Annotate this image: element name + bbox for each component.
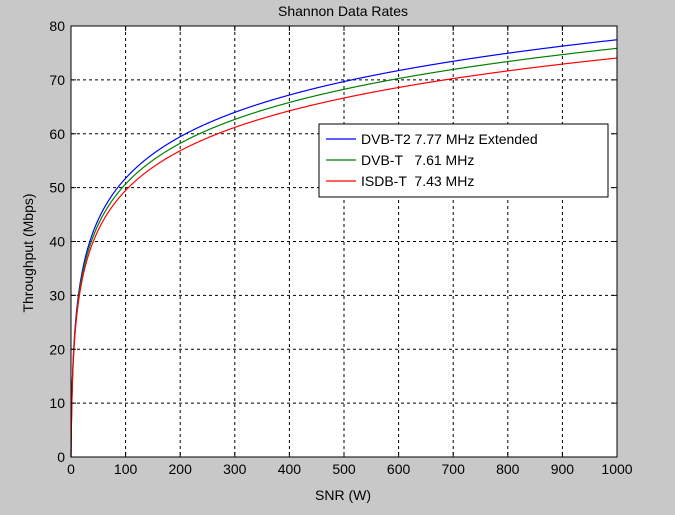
y-axis-label: Throughput (Mbps) (20, 193, 36, 312)
tick-marks (70, 25, 618, 458)
series-layer (70, 39, 618, 457)
x-tick-label: 0 (67, 461, 75, 477)
y-tick-label: 30 (49, 287, 65, 303)
legend-label-1: DVB-T2 7.77 MHz Extended (361, 131, 538, 147)
x-axis-label: SNR (W) (315, 487, 371, 503)
y-tick-label: 60 (49, 126, 65, 142)
y-tick-label: 40 (49, 234, 65, 250)
y-tick-label: 0 (57, 449, 65, 465)
x-tick-label: 300 (223, 461, 247, 477)
x-tick-label: 800 (496, 461, 520, 477)
x-tick-label: 500 (332, 461, 356, 477)
y-tick-label: 50 (49, 180, 65, 196)
x-tick-label: 900 (551, 461, 575, 477)
x-tick-label: 100 (114, 461, 138, 477)
y-tick-label: 10 (49, 395, 65, 411)
series-line-3 (70, 57, 618, 457)
series-line-1 (70, 39, 618, 457)
x-tick-labels: 0 100 200 300 400 500 600 700 800 900 1000 (67, 461, 633, 477)
y-tick-labels: 0 10 20 30 40 50 60 70 80 (49, 18, 65, 465)
chart-title: Shannon Data Rates (278, 3, 408, 19)
legend-label-3: ISDB-T 7.43 MHz (361, 173, 474, 189)
legend: DVB-T2 7.77 MHz Extended DVB-T 7.61 MHz IS… (318, 123, 609, 198)
series-line-2 (70, 47, 618, 457)
x-tick-label: 1000 (601, 461, 632, 477)
x-tick-label: 700 (442, 461, 466, 477)
y-tick-label: 80 (49, 18, 65, 34)
x-tick-label: 200 (169, 461, 193, 477)
y-tick-label: 70 (49, 72, 65, 88)
x-tick-label: 600 (387, 461, 411, 477)
legend-label-2: DVB-T 7.61 MHz (361, 152, 474, 168)
y-tick-label: 20 (49, 341, 65, 357)
x-tick-label: 400 (278, 461, 302, 477)
legend-box (318, 123, 609, 198)
